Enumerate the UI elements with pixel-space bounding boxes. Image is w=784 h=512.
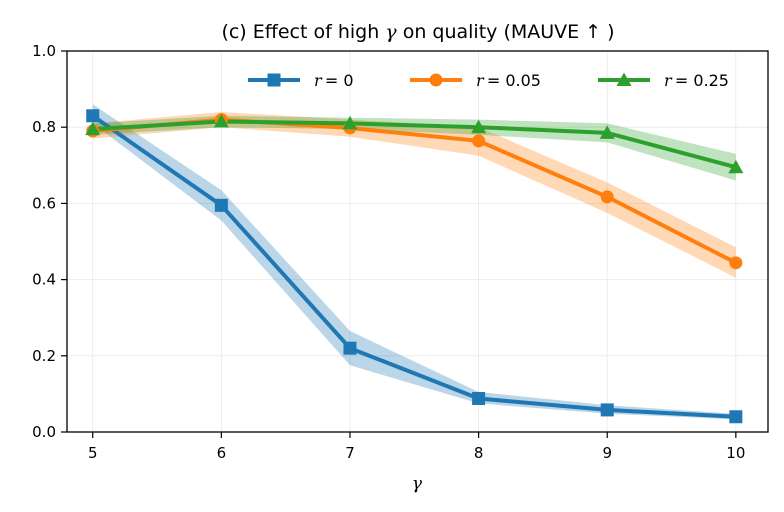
series-1-point [472, 134, 486, 148]
series-0-point [86, 109, 100, 123]
legend-entry-0: r = 0 [248, 71, 354, 90]
series-2-point [213, 113, 229, 128]
series-0-line [90, 113, 738, 419]
chart-title-symbol: γ [385, 21, 397, 43]
series-markers [85, 109, 744, 424]
chart-title-prefix: (c) Effect of high [221, 21, 385, 43]
x-tick-label: 6 [217, 444, 227, 462]
chart-title-suffix: on quality (MAUVE ↑ ) [397, 21, 615, 43]
y-tick-label: 0.0 [32, 423, 56, 441]
legend-label-value: = 0.05 [484, 71, 541, 90]
series-1-point [729, 256, 743, 270]
x-axis-ticks: 5 6 7 8 9 10 [88, 432, 745, 462]
x-tick-label: 8 [474, 444, 484, 462]
series-0-point [729, 410, 743, 424]
legend-entry-1: r = 0.05 [410, 71, 541, 90]
legend-label-symbol: r [314, 71, 323, 90]
y-tick-label: 0.8 [32, 118, 56, 136]
legend-label-value: = 0 [322, 71, 354, 90]
legend-marker [267, 73, 281, 87]
legend-label-symbol: r [476, 71, 485, 90]
x-tick-label: 9 [602, 444, 612, 462]
y-axis-ticks: 0.0 0.2 0.4 0.6 0.8 1.0 [32, 42, 67, 441]
series-2-point [471, 119, 487, 134]
series-2-point [599, 125, 615, 139]
legend-label: r = 0 [314, 71, 354, 90]
legend-marker [429, 73, 443, 87]
chart-title: (c) Effect of high γ on quality (MAUVE ↑… [221, 21, 614, 43]
series-0-point [600, 403, 614, 417]
x-tick-label: 10 [726, 444, 745, 462]
series-2-line [90, 119, 738, 170]
x-axis-label: γ [412, 474, 423, 494]
y-tick-label: 0.2 [32, 347, 56, 365]
series-0-point [472, 391, 486, 405]
legend-label-symbol: r [664, 71, 673, 90]
series-1-point [600, 190, 614, 204]
plot-frame [66, 50, 769, 433]
legend-label: r = 0.05 [476, 71, 541, 90]
series-lines [90, 113, 738, 419]
legend-label: r = 0.25 [664, 71, 729, 90]
series-2-point [85, 121, 101, 136]
legend-entry-2: r = 0.25 [598, 71, 729, 90]
x-tick-label: 5 [88, 444, 98, 462]
series-0-point [343, 341, 357, 355]
y-tick-label: 1.0 [32, 42, 56, 60]
legend-marker [616, 72, 632, 86]
y-tick-label: 0.4 [32, 271, 56, 289]
y-tick-label: 0.6 [32, 194, 56, 212]
series-2-point [342, 115, 358, 130]
legend-label-value: = 0.25 [672, 71, 729, 90]
series-0-point [214, 198, 228, 212]
x-tick-label: 7 [345, 444, 355, 462]
series-2-point [728, 159, 744, 174]
